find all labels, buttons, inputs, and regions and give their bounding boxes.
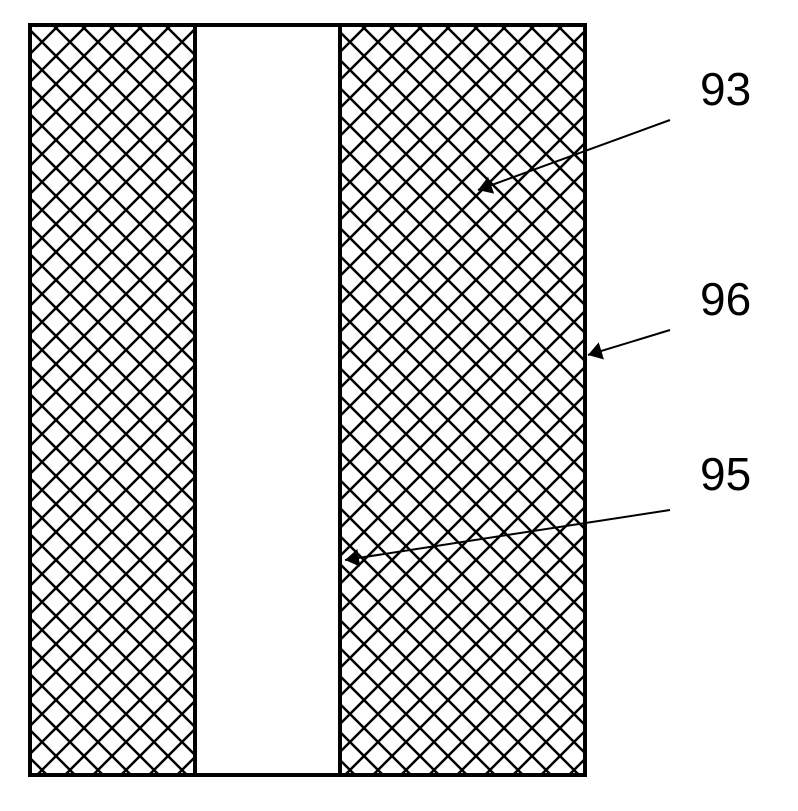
cross-section-diagram [30,25,585,775]
label-95: 95 [700,448,751,500]
label-96: 96 [700,273,751,325]
left-hatched-band [30,25,195,775]
callout-96: 96 [588,273,751,355]
right-hatched-band [340,25,585,775]
leader-96 [588,330,670,355]
center-gap [195,25,340,775]
label-93: 93 [700,63,751,115]
